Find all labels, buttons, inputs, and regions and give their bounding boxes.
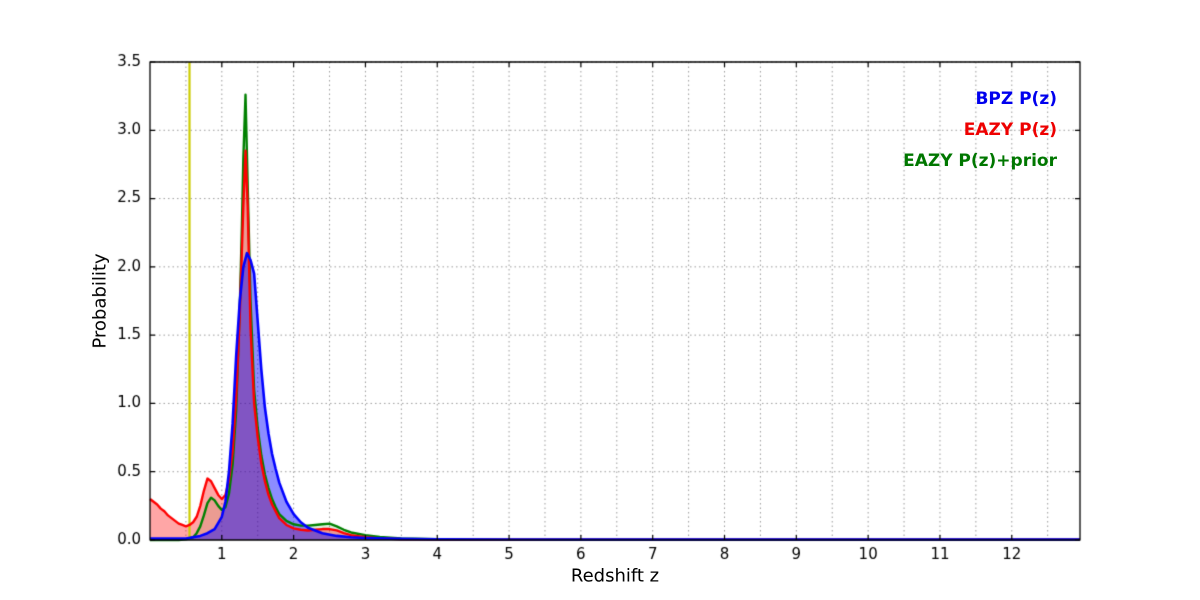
x-axis-title: Redshift z — [570, 565, 660, 587]
legend: BPZ P(z) EAZY P(z) EAZY P(z)+prior — [903, 84, 1057, 177]
legend-entry-eazy-prior: EAZY P(z)+prior — [903, 151, 1057, 171]
legend-entry-bpz: BPZ P(z) — [975, 89, 1057, 109]
y-axis-title: Probability — [89, 253, 111, 349]
legend-entry-eazy: EAZY P(z) — [963, 120, 1057, 140]
